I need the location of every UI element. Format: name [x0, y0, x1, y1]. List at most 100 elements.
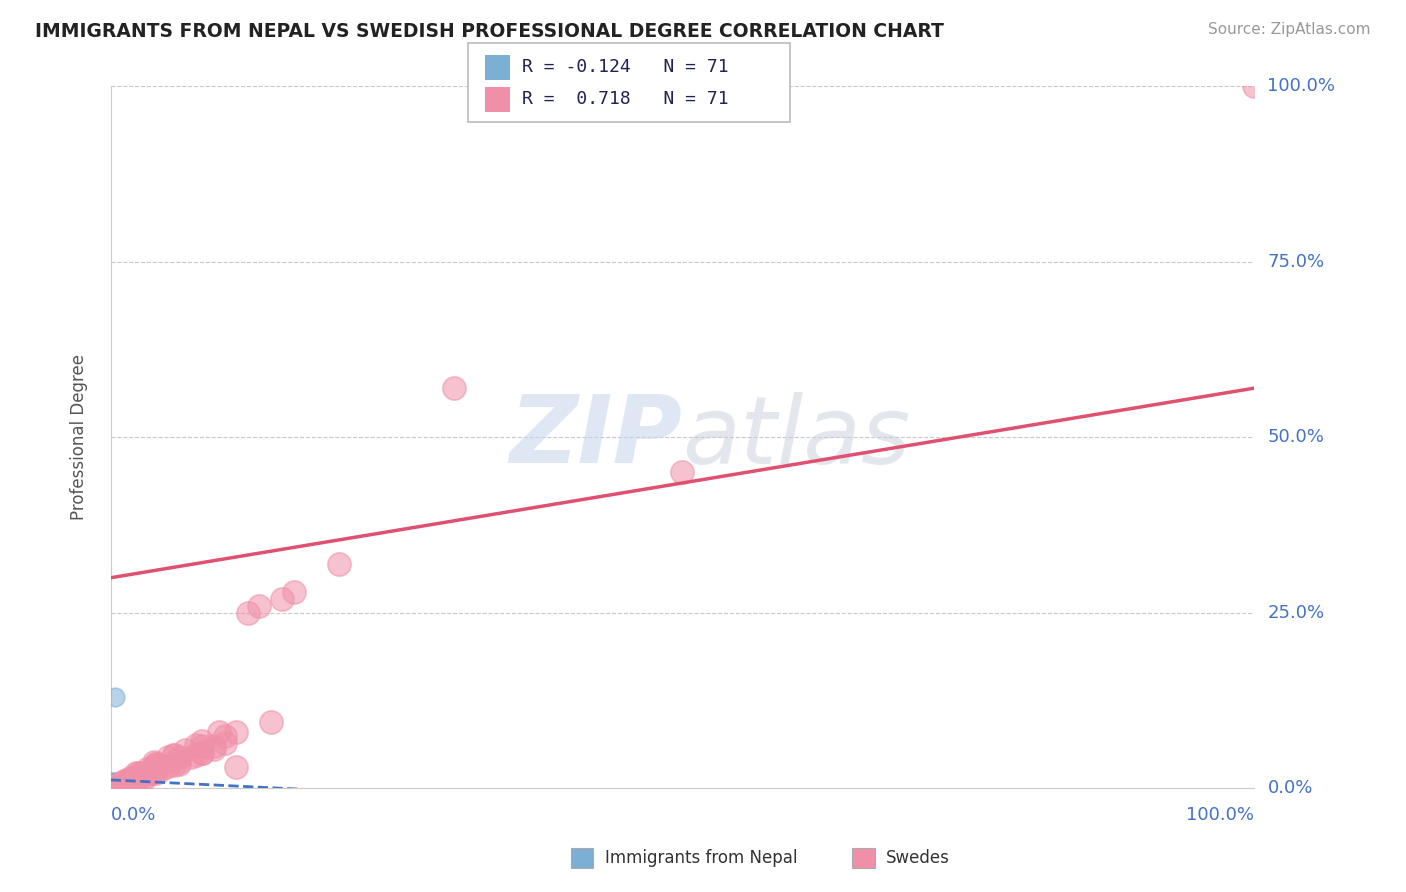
- Point: [107, 778, 129, 792]
- Point: [191, 746, 214, 760]
- Text: 0.0%: 0.0%: [111, 805, 156, 824]
- Point: [156, 749, 179, 764]
- Point: [108, 779, 131, 793]
- Point: [136, 762, 159, 776]
- Point: [101, 775, 124, 789]
- Point: [104, 690, 127, 704]
- Point: [101, 775, 124, 789]
- Point: [120, 772, 142, 787]
- Point: [105, 776, 128, 790]
- Point: [134, 771, 156, 785]
- Point: [145, 764, 167, 778]
- Point: [108, 780, 131, 794]
- Point: [114, 775, 136, 789]
- Point: [214, 736, 236, 750]
- Point: [107, 775, 129, 789]
- Point: [145, 756, 167, 771]
- Point: [143, 756, 166, 770]
- Point: [101, 778, 124, 792]
- Point: [236, 606, 259, 620]
- Point: [110, 779, 132, 793]
- Point: [104, 777, 127, 791]
- Point: [443, 381, 465, 395]
- Point: [101, 777, 124, 791]
- Point: [107, 780, 129, 794]
- Point: [107, 779, 129, 793]
- Point: [105, 779, 128, 793]
- Point: [134, 769, 156, 783]
- Point: [105, 779, 128, 793]
- Point: [101, 780, 124, 795]
- Point: [107, 780, 129, 795]
- Point: [186, 747, 208, 762]
- Point: [107, 778, 129, 792]
- Point: [101, 775, 124, 789]
- Point: [107, 780, 129, 794]
- Point: [101, 777, 124, 791]
- Point: [162, 747, 184, 762]
- Point: [104, 777, 127, 791]
- Point: [143, 759, 166, 773]
- Point: [107, 780, 129, 794]
- Text: IMMIGRANTS FROM NEPAL VS SWEDISH PROFESSIONAL DEGREE CORRELATION CHART: IMMIGRANTS FROM NEPAL VS SWEDISH PROFESS…: [35, 22, 943, 41]
- Point: [139, 765, 162, 780]
- Point: [105, 778, 128, 792]
- Point: [103, 778, 125, 792]
- Text: Professional Degree: Professional Degree: [70, 354, 87, 520]
- Point: [117, 777, 139, 791]
- Text: R = -0.124   N = 71: R = -0.124 N = 71: [522, 58, 728, 77]
- Point: [180, 750, 202, 764]
- Point: [247, 599, 270, 613]
- Point: [191, 733, 214, 747]
- Point: [103, 776, 125, 790]
- Point: [110, 779, 132, 793]
- Text: ZIP: ZIP: [509, 392, 682, 483]
- Point: [122, 775, 145, 789]
- Point: [104, 779, 127, 793]
- Point: [156, 759, 179, 773]
- Point: [104, 776, 127, 790]
- Text: 25.0%: 25.0%: [1267, 604, 1324, 622]
- Text: Source: ZipAtlas.com: Source: ZipAtlas.com: [1208, 22, 1371, 37]
- Point: [101, 780, 124, 794]
- Point: [103, 779, 125, 793]
- Point: [101, 775, 124, 789]
- Point: [162, 747, 184, 762]
- Text: atlas: atlas: [682, 392, 911, 483]
- Point: [225, 760, 247, 774]
- Point: [103, 780, 125, 795]
- Text: 100.0%: 100.0%: [1267, 78, 1336, 95]
- Point: [150, 762, 173, 776]
- Point: [105, 779, 128, 793]
- Point: [104, 780, 127, 795]
- Point: [214, 729, 236, 743]
- Point: [191, 739, 214, 754]
- Point: [101, 775, 124, 789]
- Text: R =  0.718   N = 71: R = 0.718 N = 71: [522, 90, 728, 108]
- Point: [169, 755, 191, 769]
- Point: [101, 776, 124, 790]
- Point: [174, 742, 197, 756]
- Point: [103, 779, 125, 793]
- Text: Immigrants from Nepal: Immigrants from Nepal: [605, 849, 797, 867]
- Point: [162, 758, 184, 772]
- Point: [139, 765, 162, 780]
- Point: [104, 778, 127, 792]
- Point: [107, 779, 129, 793]
- Point: [107, 780, 129, 795]
- Point: [125, 765, 148, 780]
- Point: [225, 725, 247, 739]
- Point: [104, 779, 127, 793]
- Point: [103, 780, 125, 794]
- Point: [110, 776, 132, 790]
- Point: [108, 780, 131, 794]
- Point: [107, 779, 129, 793]
- Point: [110, 780, 132, 795]
- Point: [271, 591, 294, 606]
- Point: [1243, 79, 1265, 94]
- Point: [127, 765, 149, 780]
- Point: [671, 466, 693, 480]
- Point: [132, 765, 155, 780]
- Text: Swedes: Swedes: [886, 849, 949, 867]
- Point: [108, 780, 131, 794]
